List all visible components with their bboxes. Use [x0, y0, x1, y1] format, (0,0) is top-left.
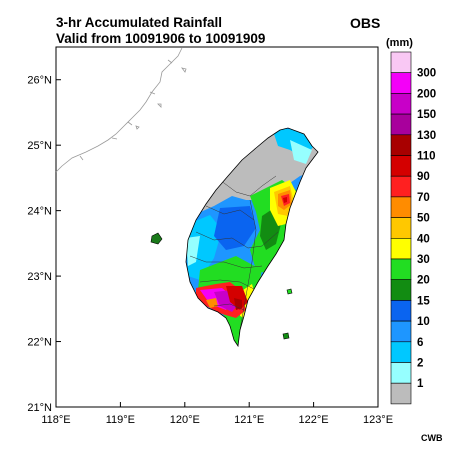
legend-label-7: 50 [417, 213, 430, 225]
legend-swatch-6 [390, 175, 412, 198]
legend-label-8: 40 [417, 233, 430, 245]
legend-swatch-7 [390, 196, 412, 218]
legend-swatch-5 [390, 155, 412, 177]
title-line-1: 3-hr Accumulated Rainfall [56, 15, 223, 30]
green-island [286, 288, 293, 295]
lat-tick-label-3: 24°N [27, 206, 52, 218]
lat-tick-label-2: 23°N [27, 271, 52, 283]
legend-swatch-11 [390, 279, 412, 301]
legend-swatch-15 [390, 362, 412, 384]
legend-label-3: 130 [417, 130, 436, 142]
legend-swatch-13 [390, 320, 412, 343]
lat-tick-label-0: 21°N [27, 402, 52, 414]
legend-swatch-4 [390, 134, 412, 156]
legend-label-12: 10 [417, 316, 430, 328]
legend-label-13: 6 [417, 337, 423, 349]
legend-swatch-8 [390, 217, 412, 239]
legend-label-0: 300 [417, 68, 436, 80]
rainfall-legend: 300 200 150 130 110 90 70 50 40 30 20 15 10 6 2 1 [390, 51, 436, 405]
legend-label-9: 30 [417, 254, 430, 266]
lon-tick-label-2: 120°E [170, 414, 200, 426]
legend-label-1: 200 [417, 88, 436, 100]
legend-label-11: 15 [417, 295, 430, 307]
units-label: (mm) [386, 37, 413, 49]
legend-label-5: 90 [417, 171, 430, 183]
china-coastline [55, 47, 187, 173]
legend-swatch-14 [390, 341, 412, 363]
orchid-island [282, 332, 290, 340]
legend-swatch-16 [390, 382, 412, 405]
lat-tick-label-5: 26°N [27, 75, 52, 87]
lon-tick-label-0: 118°E [41, 414, 70, 426]
legend-label-4: 110 [417, 151, 436, 163]
legend-label-6: 70 [417, 192, 430, 204]
legend-swatch-9 [390, 238, 412, 260]
legend-label-14: 2 [417, 358, 423, 370]
map-axes: 118°E 119°E 120°E 121°E 122°E 123°E 21°N 22°N 23… [27, 75, 393, 426]
legend-swatch-0 [390, 51, 412, 74]
legend-label-10: 20 [417, 275, 430, 287]
obs-label: OBS [350, 15, 381, 31]
lon-tick-label-4: 122°E [299, 414, 329, 426]
credit-label: CWB [421, 433, 443, 443]
legend-label-15: 1 [417, 378, 424, 390]
legend-swatch-1 [390, 72, 412, 94]
title-line-2: Valid from 10091906 to 10091909 [56, 31, 266, 46]
lat-tick-label-4: 25°N [27, 140, 52, 152]
lon-tick-label-1: 119°E [106, 414, 135, 426]
legend-swatch-10 [390, 258, 412, 281]
chart-title: 3-hr Accumulated Rainfall Valid from 100… [56, 15, 265, 47]
legend-swatch-12 [390, 300, 412, 322]
lat-tick-label-1: 22°N [27, 337, 52, 349]
legend-swatch-2 [390, 93, 412, 115]
legend-label-2: 150 [417, 109, 436, 121]
penghu-islands [150, 232, 163, 245]
taiwan-outline [185, 127, 319, 348]
legend-swatch-3 [390, 113, 412, 136]
lon-tick-label-5: 123°E [363, 414, 393, 426]
lon-tick-label-3: 121°E [234, 414, 264, 426]
